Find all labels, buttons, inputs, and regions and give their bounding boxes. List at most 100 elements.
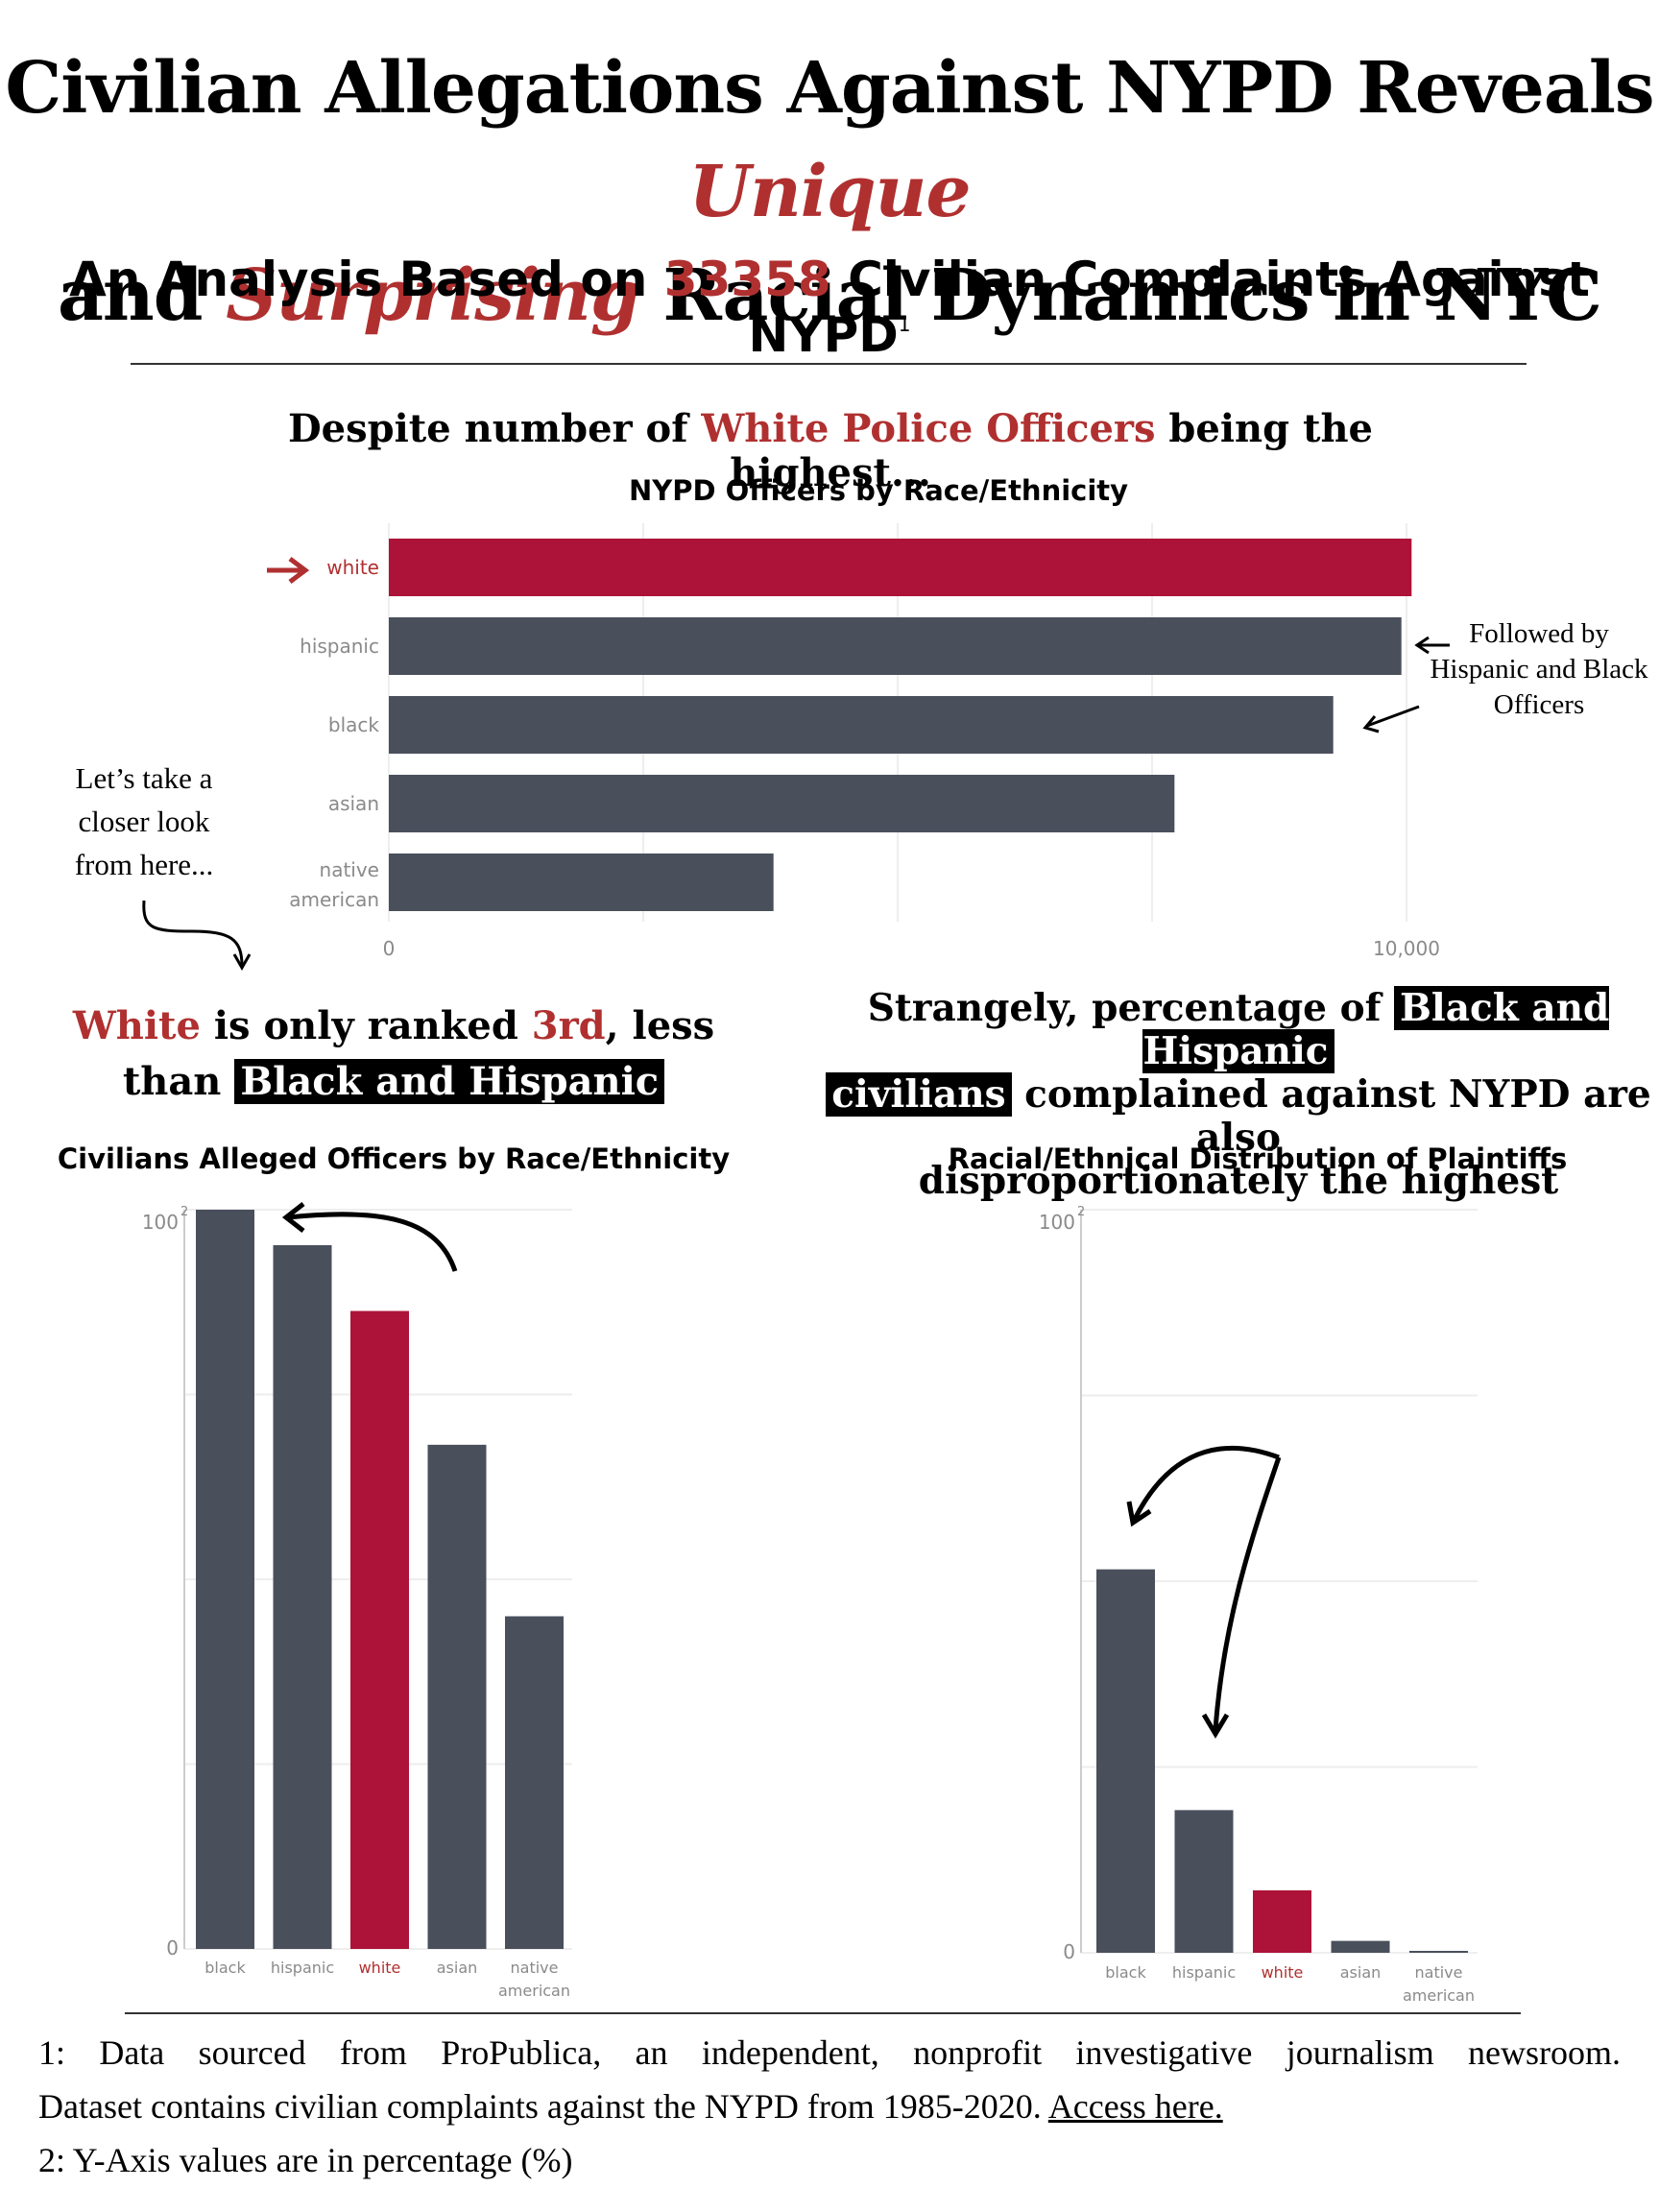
headline-text: complained against NYPD are also <box>1011 1072 1651 1160</box>
title-text: and <box>57 254 227 337</box>
subtitle-text: An Analysis Based on <box>69 252 664 307</box>
footnote-2: 2: Y-Axis values are in percentage (%) <box>38 2141 573 2179</box>
category-label: asian <box>437 1959 478 1977</box>
subtitle-text: Civilian Complaints Against NYPD <box>748 252 1590 363</box>
headline-line: White is only ranked 3rd, less <box>58 998 730 1054</box>
category-label: hispanic <box>300 635 379 658</box>
access-here-link[interactable]: Access here. <box>1047 2087 1223 2126</box>
header-divider <box>131 363 1527 365</box>
category-label: black <box>1105 1963 1146 1982</box>
category-label: black <box>328 713 380 736</box>
bar-asian <box>1331 1940 1390 1953</box>
bar-hispanic <box>389 617 1402 675</box>
section2-headline: White is only ranked 3rd, less than Blac… <box>58 998 730 1110</box>
tick-superscript: 2 <box>180 1205 188 1219</box>
section3-headline: Strangely, percentage of Black and Hispa… <box>826 986 1651 1203</box>
footnotes: 1: Data sourced from ProPublica, an inde… <box>38 2026 1621 2187</box>
tick-label: 10,000 <box>1373 937 1440 960</box>
headline-highlight: Black and Hispanic <box>234 1059 665 1104</box>
headline-line: than Black and Hispanic <box>58 1054 730 1110</box>
tick-label: 100 <box>142 1211 179 1234</box>
category-label: hispanic <box>1172 1963 1236 1982</box>
category-label: asian <box>328 792 379 815</box>
tick-label: 0 <box>383 937 396 960</box>
bar-hispanic <box>273 1244 332 1949</box>
headline-text: , less <box>605 1003 715 1048</box>
headline-emphasis: White <box>72 1003 201 1048</box>
headline-text: Despite number of <box>287 406 702 451</box>
section1-headline: Despite number of White Police Officers … <box>192 407 1469 495</box>
headline-text: being the highest... <box>730 406 1374 495</box>
headline-line: Strangely, percentage of Black and Hispa… <box>826 986 1651 1073</box>
bar-native-american <box>389 854 774 911</box>
category-label: american <box>1403 1986 1475 2005</box>
title-line-2: and Surprising Racial Dynamics in NYC <box>0 244 1659 348</box>
headline-emphasis: White Police Officers <box>701 406 1156 451</box>
bar-native-american <box>1409 1951 1468 1953</box>
tick-label: 100 <box>1039 1211 1075 1234</box>
bar-white <box>350 1310 409 1949</box>
bar-black <box>196 1210 254 1949</box>
headline-line: civilians complained against NYPD are al… <box>826 1072 1651 1160</box>
annotation-line: Followed by <box>1469 618 1609 649</box>
title-emphasis-surprising: Surprising <box>226 254 639 337</box>
footnote-1-line-1: 1: Data sourced from ProPublica, an inde… <box>38 2033 1621 2072</box>
footer-divider <box>125 2012 1521 2014</box>
category-label: native <box>1415 1963 1463 1982</box>
bar-black <box>389 696 1334 754</box>
main-title: Civilian Allegations Against NYPD Reveal… <box>0 36 1659 348</box>
bar-white <box>1253 1889 1311 1953</box>
arrow-right-icon <box>267 557 310 584</box>
headline-text: Strangely, percentage of <box>867 986 1394 1030</box>
chart3-vbar: black hispanic white asian native american 10… <box>1039 1205 1478 2005</box>
footnote-1-line-2: Dataset contains civilian complaints aga… <box>38 2080 1621 2133</box>
curved-arrow-left-icon <box>281 1202 458 1272</box>
annotation-line: from here... <box>74 848 214 881</box>
title-text: Civilian Allegations Against NYPD Reveal… <box>5 47 1654 130</box>
footnote-ref: 1 <box>898 313 911 336</box>
chart1-title: NYPD Officers by Race/Ethnicity <box>628 474 1129 507</box>
curved-arrow-split-icon <box>1126 1445 1282 1739</box>
annotation-line: Officers <box>1493 689 1585 720</box>
annotation-followed-by: Followed by Hispanic and Black Officers <box>1419 616 1659 723</box>
annotation-line: Hispanic and Black <box>1430 654 1648 685</box>
annotation-line: Let’s take a <box>75 761 213 795</box>
category-label: white <box>1262 1963 1304 1982</box>
tick-superscript: 2 <box>1077 1205 1085 1219</box>
tick-label: 0 <box>1063 1940 1075 1963</box>
bar-asian <box>427 1444 487 1949</box>
title-line-1: Civilian Allegations Against NYPD Reveal… <box>0 36 1659 244</box>
category-label: white <box>359 1959 401 1977</box>
headline-text: than <box>122 1059 235 1104</box>
category-label: native <box>511 1959 559 1977</box>
chart1-hbar: white hispanic black asian native american 0 1… <box>142 523 1450 972</box>
annotation-line: closer look <box>78 805 210 838</box>
category-label: american <box>289 888 379 911</box>
category-label: native <box>320 858 379 881</box>
category-label: hispanic <box>271 1959 334 1977</box>
bar-native-american <box>505 1616 564 1949</box>
arrow-left-icon <box>1414 636 1450 655</box>
category-label: black <box>204 1959 246 1977</box>
tick-label: 0 <box>166 1936 179 1960</box>
chart3-title: Racial/Ethnical Distribution of Plaintif… <box>948 1142 1568 1175</box>
footnote-text: Dataset contains civilian complaints aga… <box>38 2087 1048 2126</box>
arrow-down-left-icon <box>1362 705 1420 733</box>
bar-hispanic <box>1174 1810 1234 1953</box>
chart2-title: Civilians Alleged Officers by Race/Ethni… <box>57 1142 731 1175</box>
complaint-count: 33358 <box>663 252 831 307</box>
title-emphasis-unique: Unique <box>688 151 971 233</box>
title-text: Racial Dynamics in NYC <box>638 254 1602 337</box>
headline-emphasis: 3rd <box>531 1003 606 1048</box>
category-label: white <box>326 556 379 579</box>
bar-asian <box>389 775 1175 832</box>
subtitle: An Analysis Based on 33358 Civilian Comp… <box>0 252 1659 363</box>
headline-line: disproportionately the highest <box>918 1159 1559 1203</box>
bar-black <box>1096 1569 1155 1953</box>
category-label: american <box>498 1982 570 2000</box>
headline-text: is only ranked <box>200 1003 532 1048</box>
headline-highlight: civilians <box>826 1072 1012 1117</box>
chart2-vbar: black hispanic white asian native american 10… <box>142 1202 572 2000</box>
curved-arrow-down-icon <box>142 900 252 972</box>
annotation-closer-look: Let’s take a closer look from here... <box>38 757 250 886</box>
